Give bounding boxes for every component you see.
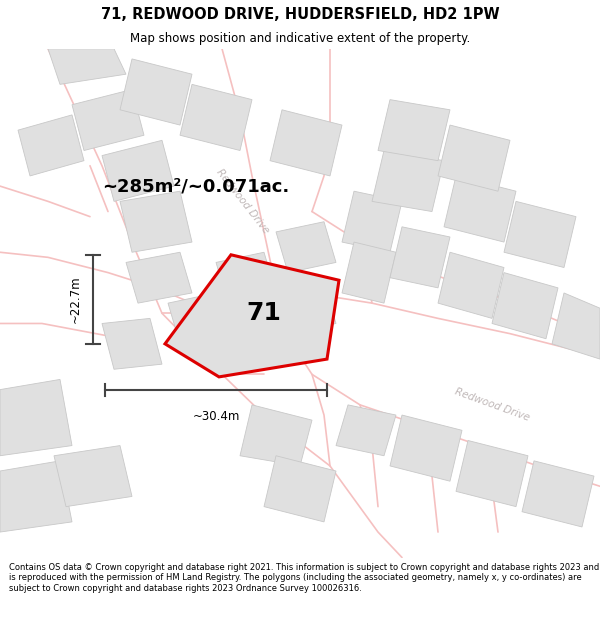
Polygon shape	[444, 176, 516, 242]
Polygon shape	[552, 293, 600, 359]
Polygon shape	[216, 253, 276, 303]
Polygon shape	[342, 242, 396, 303]
Text: ~285m²/~0.071ac.: ~285m²/~0.071ac.	[102, 177, 289, 195]
Polygon shape	[120, 191, 192, 253]
Text: Redwood Drive: Redwood Drive	[453, 387, 531, 423]
Polygon shape	[504, 201, 576, 268]
Polygon shape	[276, 282, 336, 334]
Polygon shape	[276, 222, 336, 272]
Polygon shape	[102, 141, 174, 201]
Polygon shape	[72, 89, 144, 151]
Polygon shape	[180, 84, 252, 151]
Text: 71, REDWOOD DRIVE, HUDDERSFIELD, HD2 1PW: 71, REDWOOD DRIVE, HUDDERSFIELD, HD2 1PW	[101, 7, 499, 22]
Polygon shape	[240, 405, 312, 466]
Polygon shape	[456, 441, 528, 507]
Polygon shape	[264, 456, 336, 522]
Polygon shape	[372, 151, 444, 211]
Polygon shape	[336, 405, 396, 456]
Polygon shape	[342, 191, 402, 253]
Polygon shape	[0, 379, 72, 456]
Polygon shape	[126, 253, 192, 303]
Polygon shape	[165, 255, 339, 377]
Polygon shape	[438, 253, 504, 318]
Text: Contains OS data © Crown copyright and database right 2021. This information is : Contains OS data © Crown copyright and d…	[9, 563, 599, 592]
Polygon shape	[102, 318, 162, 369]
Text: 71: 71	[247, 301, 281, 325]
Polygon shape	[270, 110, 342, 176]
Polygon shape	[48, 49, 126, 84]
Polygon shape	[438, 125, 510, 191]
Polygon shape	[54, 446, 132, 507]
Polygon shape	[390, 227, 450, 288]
Polygon shape	[0, 461, 72, 532]
Polygon shape	[168, 293, 228, 344]
Polygon shape	[390, 415, 462, 481]
Polygon shape	[378, 99, 450, 161]
Text: ~22.7m: ~22.7m	[69, 276, 82, 323]
Text: ~30.4m: ~30.4m	[193, 410, 239, 423]
Polygon shape	[522, 461, 594, 527]
Text: Redwood Drive: Redwood Drive	[215, 167, 271, 236]
Text: Map shows position and indicative extent of the property.: Map shows position and indicative extent…	[130, 31, 470, 44]
Polygon shape	[18, 115, 84, 176]
Polygon shape	[120, 59, 192, 125]
Polygon shape	[492, 272, 558, 339]
